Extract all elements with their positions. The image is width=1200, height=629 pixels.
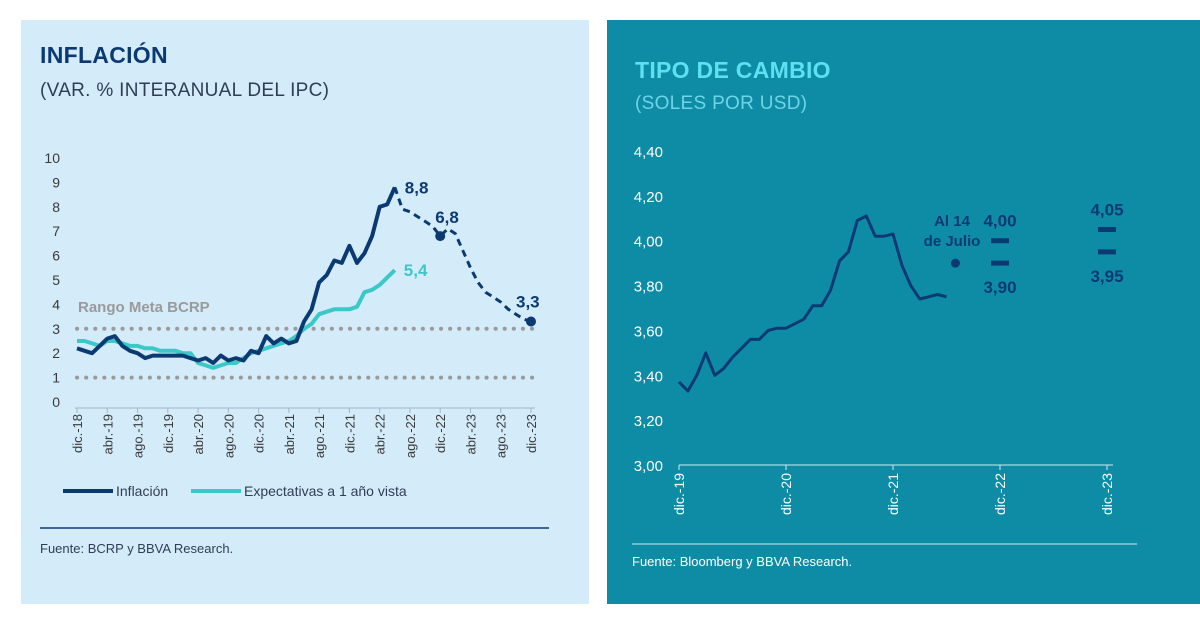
y-tick-label: 4 bbox=[52, 296, 60, 312]
x-tick-label: dic.-20 bbox=[778, 473, 794, 515]
y-tick-label: 0 bbox=[52, 394, 60, 410]
annotation-label: 8,8 bbox=[405, 178, 429, 197]
forecast-high-label: 4,05 bbox=[1090, 201, 1123, 220]
x-tick-label: dic.-23 bbox=[524, 414, 539, 453]
x-tick-label: ago.-19 bbox=[131, 414, 146, 458]
y-tick-label: 3,20 bbox=[634, 413, 663, 430]
forecast-low-label: 3,90 bbox=[983, 278, 1016, 297]
annotation-label: 6,8 bbox=[435, 208, 459, 227]
inflation-title: INFLACIÓN bbox=[40, 42, 168, 68]
point-dec-22 bbox=[435, 231, 446, 242]
x-tick-label: ago.-20 bbox=[221, 414, 236, 458]
series-inflation-projection-line bbox=[393, 186, 532, 323]
x-tick-label: abr.-23 bbox=[463, 414, 478, 454]
y-tick-label: 3,00 bbox=[634, 458, 663, 475]
y-tick-label: 3,60 bbox=[634, 323, 663, 340]
y-tick-label: 2 bbox=[52, 345, 60, 361]
x-tick-label: dic.-22 bbox=[992, 473, 1008, 515]
inflation-chart: 0 1 2 3 4 5 6 7 8 9 10 dic.-18 abr.-19 ago.-19 dic.-19… bbox=[40, 150, 549, 529]
y-tick-label: 4,40 bbox=[634, 144, 663, 161]
forecast-low-label: 3,95 bbox=[1090, 267, 1123, 286]
exchange-subtitle: (SOLES POR USD) bbox=[635, 93, 808, 114]
y-tick-label: 10 bbox=[44, 150, 60, 166]
x-tick-label: dic.-19 bbox=[161, 414, 176, 453]
marker-label: de Julio bbox=[924, 233, 981, 250]
x-tick-label: dic.-18 bbox=[70, 414, 85, 453]
exchange-source: Fuente: Bloomberg y BBVA Research. bbox=[632, 554, 853, 569]
x-tick-label: dic.-22 bbox=[433, 414, 448, 453]
point-dec-23 bbox=[526, 316, 536, 327]
y-tick-label: 6 bbox=[52, 248, 60, 264]
annotation-label: 5,4 bbox=[404, 261, 428, 280]
x-tick-label: ago.-21 bbox=[312, 414, 327, 458]
y-tick-label: 3 bbox=[52, 321, 60, 337]
y-tick-label: 1 bbox=[52, 370, 60, 386]
marker-current-point bbox=[950, 258, 960, 268]
y-tick-label: 8 bbox=[52, 199, 60, 215]
inflation-subtitle: (VAR. % INTERANUAL DEL IPC) bbox=[40, 80, 330, 101]
y-tick-label: 5 bbox=[52, 272, 60, 288]
inflation-panel: INFLACIÓN (VAR. % INTERANUAL DEL IPC) 0 1… bbox=[21, 20, 589, 604]
annotation-label: 3,3 bbox=[516, 292, 540, 311]
x-tick-label: dic.-20 bbox=[252, 414, 267, 453]
y-tick-label: 3,80 bbox=[634, 279, 663, 296]
y-tick-label: 4,20 bbox=[634, 189, 663, 206]
target-range-label: Rango Meta BCRP bbox=[78, 299, 210, 316]
inflation-source: Fuente: BCRP y BBVA Research. bbox=[40, 541, 234, 556]
series-exchange-rate-line bbox=[677, 214, 947, 393]
marker-label: Al 14 bbox=[934, 213, 971, 230]
series-expectations-line bbox=[77, 268, 397, 370]
exchange-chart: 3,00 3,20 3,40 3,60 3,80 4,00 4,20 4,40 dic.-19 d… bbox=[632, 144, 1137, 545]
y-tick-label: 9 bbox=[52, 174, 60, 190]
forecast-high-label: 4,00 bbox=[983, 212, 1016, 231]
series-inflation-line bbox=[76, 186, 397, 365]
legend-label-inflation: Inflación bbox=[116, 483, 168, 499]
x-tick-label: ago.-23 bbox=[494, 414, 509, 458]
exchange-title: TIPO DE CAMBIO bbox=[635, 57, 831, 83]
legend-label-expectations: Expectativas a 1 año vista bbox=[244, 483, 407, 499]
exchange-panel: TIPO DE CAMBIO (SOLES POR USD) 3,00 3,20 3… bbox=[607, 20, 1200, 604]
y-tick-label: 7 bbox=[52, 223, 60, 239]
x-tick-label: dic.-23 bbox=[1099, 473, 1115, 515]
x-tick-label: abr.-20 bbox=[191, 414, 206, 454]
x-tick-label: abr.-21 bbox=[282, 414, 297, 454]
y-tick-label: 4,00 bbox=[634, 234, 663, 251]
x-tick-label: dic.-21 bbox=[885, 473, 901, 515]
x-tick-label: ago.-22 bbox=[403, 414, 418, 458]
y-tick-label: 3,40 bbox=[634, 368, 663, 385]
x-tick-label: dic.-19 bbox=[671, 473, 687, 515]
x-tick-label: abr.-19 bbox=[100, 414, 115, 454]
x-tick-label: dic.-21 bbox=[342, 414, 357, 453]
x-tick-label: abr.-22 bbox=[373, 414, 388, 454]
